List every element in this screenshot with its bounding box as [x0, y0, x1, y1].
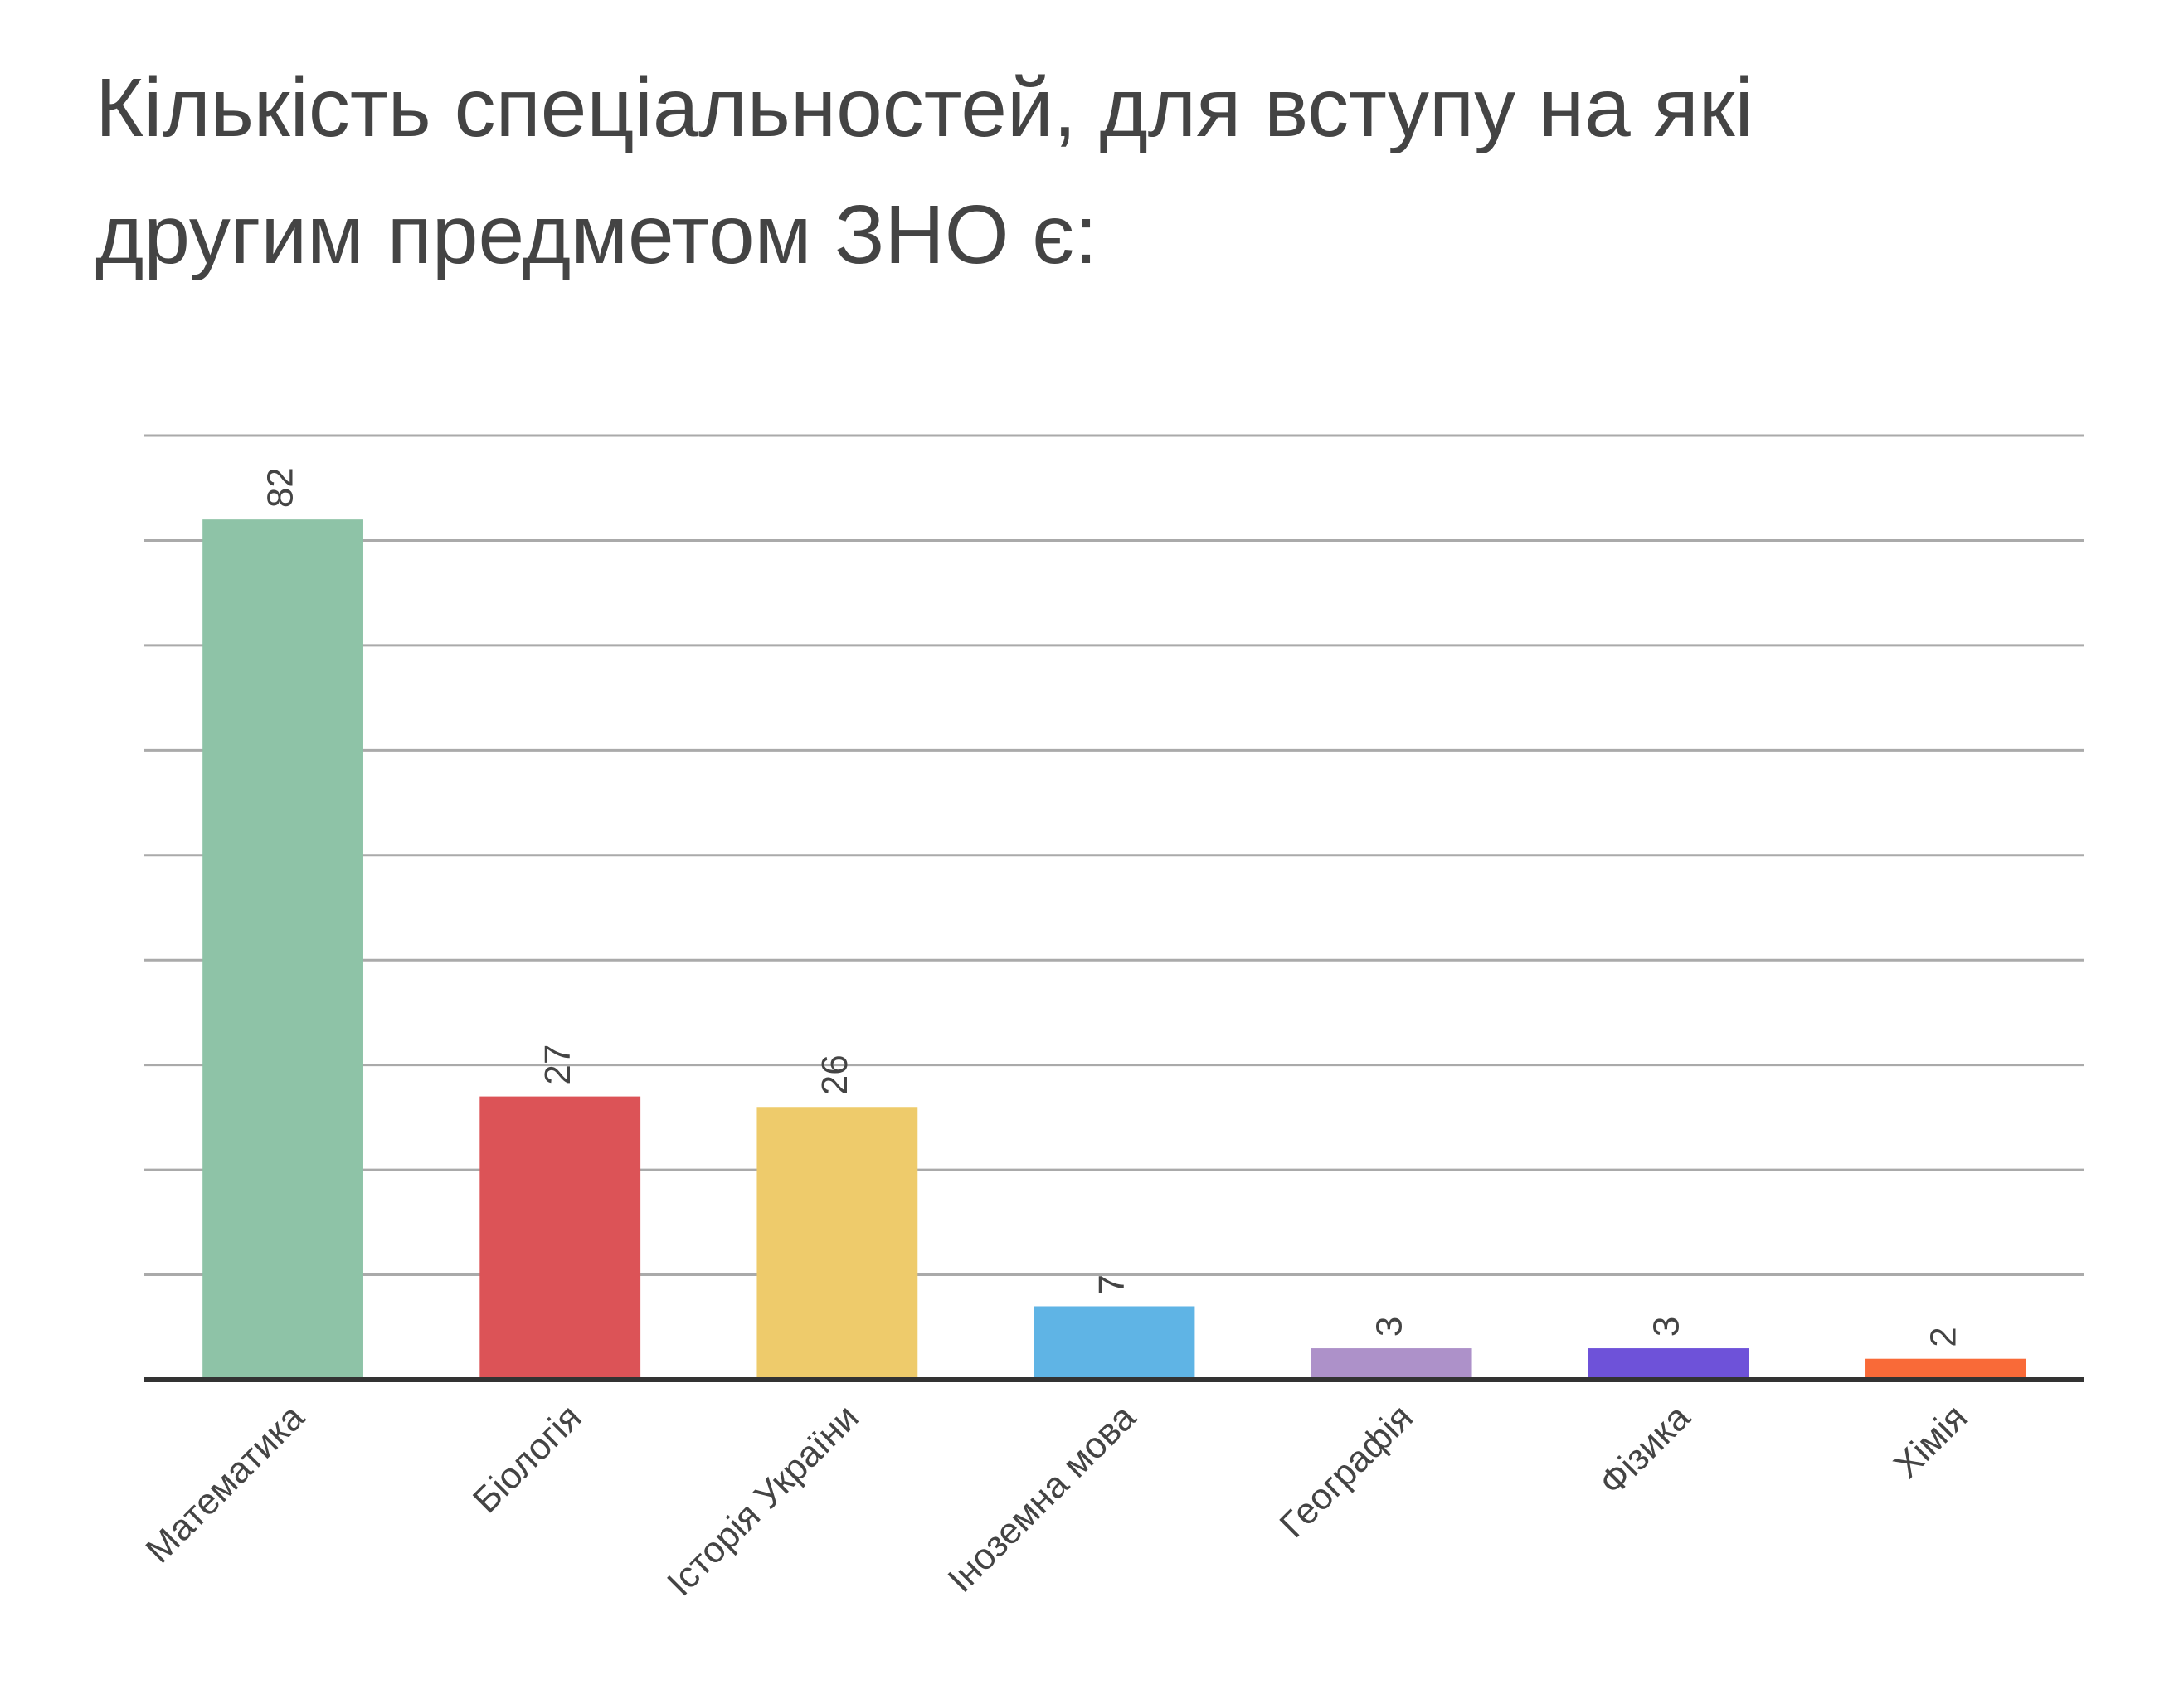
bar [202, 519, 363, 1381]
x-tick-label: Хімія [1886, 1397, 1975, 1486]
bar [756, 1107, 918, 1380]
value-label: 82 [260, 467, 301, 508]
bar [1588, 1348, 1749, 1380]
x-tick-label: Історія України [659, 1397, 867, 1605]
x-tick-label: Фізика [1592, 1396, 1699, 1503]
bar [479, 1096, 641, 1380]
bar [1865, 1358, 2026, 1380]
x-tick-label: Математика [138, 1396, 312, 1571]
chart-title: другим предметом ЗНО є: [95, 188, 1097, 281]
bar [1311, 1348, 1472, 1380]
x-tick-label: Іноземна мова [940, 1396, 1144, 1600]
value-label: 3 [1646, 1317, 1686, 1337]
x-tick-label: Біологія [465, 1397, 590, 1522]
x-tick-label: Географія [1272, 1397, 1421, 1546]
value-label: 2 [1924, 1327, 1964, 1347]
value-label: 7 [1092, 1274, 1132, 1294]
value-label: 3 [1369, 1317, 1409, 1337]
chart-title: Кількість спеціальностей, для вступу на … [95, 61, 1754, 154]
bar [1034, 1306, 1195, 1380]
value-label: 27 [537, 1045, 578, 1085]
value-label: 26 [815, 1054, 855, 1095]
